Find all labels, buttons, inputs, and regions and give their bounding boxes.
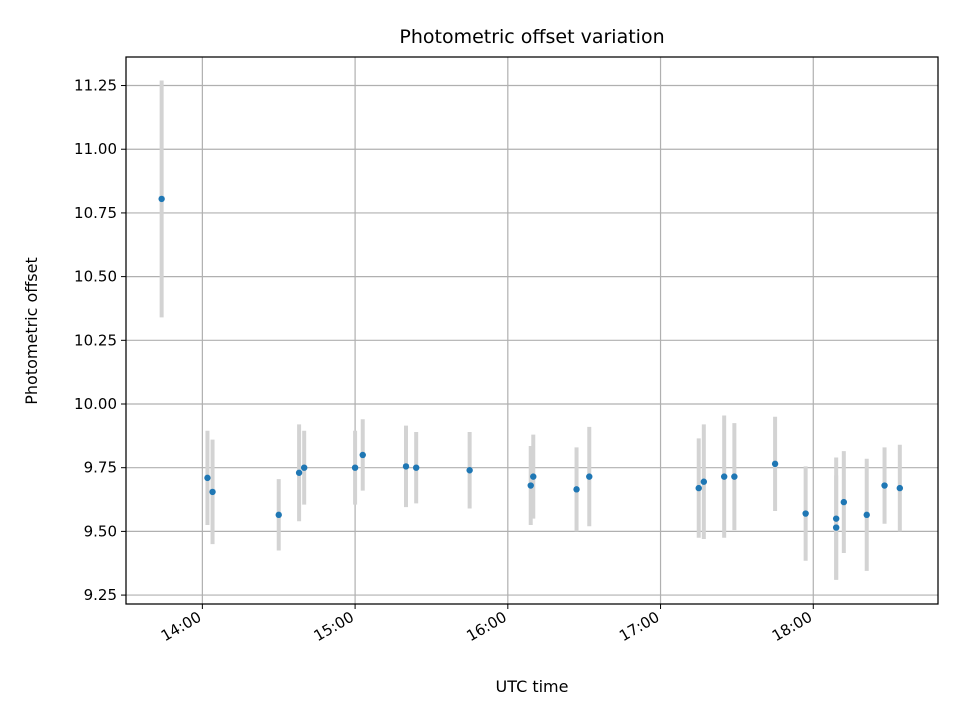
- data-point: [466, 467, 473, 474]
- data-point: [295, 469, 303, 476]
- y-axis-ticks: 9.25 9.50 9.75 10.00 10.25 10.50 10.75 11.00 11.…: [74, 77, 126, 604]
- y-tick-label: 10.50: [74, 268, 117, 286]
- x-tick-label: 16:00: [463, 608, 509, 645]
- data-point: [412, 464, 420, 471]
- y-tick-label: 11.25: [74, 77, 117, 95]
- data-point: [209, 488, 216, 496]
- data-point: [351, 464, 359, 471]
- chart-title: Photometric offset variation: [399, 26, 664, 48]
- x-tick-label: 14:00: [158, 608, 204, 645]
- x-axis-ticks: 14:00 15:00 16:00 17:00 18:00: [158, 604, 815, 645]
- y-tick-label: 11.00: [74, 140, 117, 158]
- data-point: [720, 473, 728, 480]
- data-point: [731, 473, 738, 480]
- data-point: [402, 463, 410, 470]
- x-axis-title: UTC time: [496, 677, 569, 696]
- error-bars: [159, 80, 902, 580]
- data-point: [695, 484, 702, 492]
- x-tick-label: 18:00: [769, 608, 815, 645]
- data-point: [359, 451, 366, 459]
- y-axis-title: Photometric offset: [22, 257, 41, 405]
- data-point: [802, 510, 809, 517]
- x-tick-label: 17:00: [616, 608, 662, 645]
- grid-lines: [126, 57, 938, 604]
- data-point: [896, 484, 904, 492]
- y-tick-label: 9.75: [84, 459, 117, 477]
- data-point: [832, 515, 840, 522]
- data-point: [573, 486, 580, 493]
- data-points: [158, 195, 904, 531]
- data-point: [275, 511, 282, 519]
- y-tick-label: 10.75: [74, 204, 117, 222]
- data-point: [586, 473, 593, 480]
- data-point: [300, 464, 308, 471]
- data-point: [832, 524, 840, 531]
- data-point: [530, 473, 537, 480]
- data-point: [700, 478, 708, 485]
- data-point: [771, 460, 779, 468]
- y-tick-label: 10.00: [74, 395, 117, 413]
- y-tick-label: 9.25: [84, 586, 117, 604]
- y-tick-label: 10.25: [74, 331, 117, 349]
- x-tick-label: 15:00: [311, 608, 357, 645]
- data-point: [881, 482, 888, 489]
- data-point: [527, 482, 534, 489]
- plot-frame: [125, 56, 939, 605]
- y-tick-label: 9.50: [84, 522, 117, 540]
- data-point: [204, 474, 211, 482]
- data-point: [840, 498, 848, 506]
- data-point: [863, 511, 870, 519]
- data-point: [158, 195, 165, 203]
